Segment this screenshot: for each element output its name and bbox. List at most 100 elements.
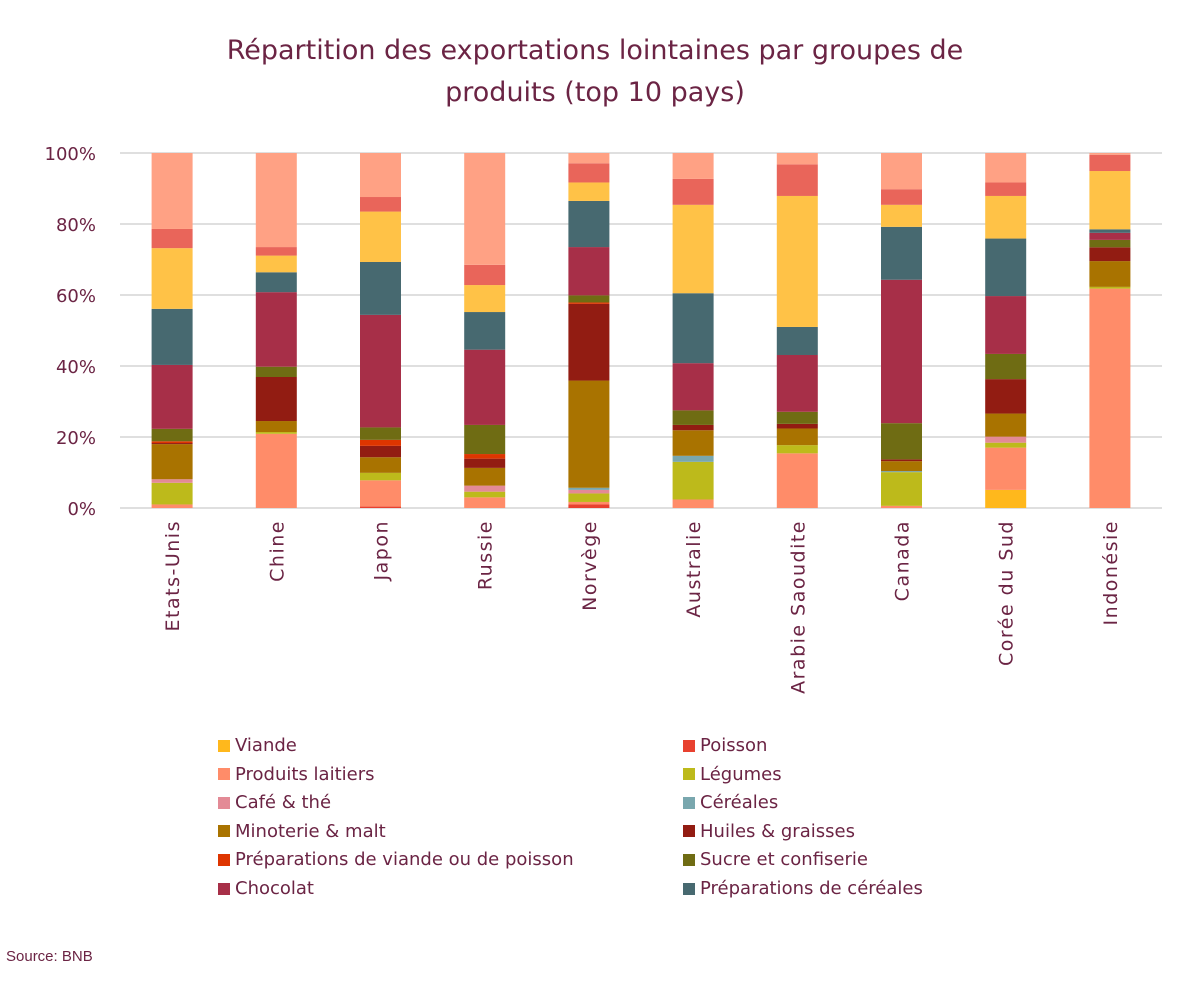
bar-segment <box>985 489 1027 508</box>
legend-swatch <box>218 739 230 752</box>
bar-segment <box>672 204 714 294</box>
bar-segment <box>360 439 401 446</box>
bar-segment <box>672 153 714 179</box>
bar-segment <box>151 482 193 505</box>
bar-segment <box>568 380 610 488</box>
legend-item: Sucre et confiserie <box>683 849 868 870</box>
bar-stack <box>776 153 818 508</box>
legend-label: Sucre et confiserie <box>700 849 868 871</box>
bar-segment <box>1089 286 1131 289</box>
x-tick-label: Arabie Saoudite <box>787 520 809 694</box>
bar-segment <box>255 255 297 273</box>
bar-segment <box>360 153 401 198</box>
bar-segment <box>151 443 193 445</box>
y-tick-label: 20% <box>56 428 96 449</box>
x-tick-label: Canada <box>892 520 914 601</box>
bar-segment <box>568 163 610 183</box>
bar-segment <box>776 411 818 424</box>
bar-stack <box>1089 153 1131 508</box>
bar-segment <box>672 363 714 411</box>
bar-segment <box>568 501 610 505</box>
bar-segment <box>985 195 1027 239</box>
x-tick-label: Norvège <box>579 520 601 611</box>
bar-segment <box>464 312 506 350</box>
stacked-bar-chart: 0% 20% 40% 60% 80% 100% Etats-Unis Chine Japon R… <box>45 144 1162 694</box>
bar-segment <box>151 504 193 508</box>
bar-segment <box>255 153 297 248</box>
bar-segment <box>255 421 297 433</box>
legend-item: Céréales <box>683 792 778 813</box>
x-tick-label: Indonésie <box>1100 520 1122 625</box>
bar-stack <box>568 153 610 508</box>
bar-segment <box>776 195 818 327</box>
y-tick-label: 80% <box>56 215 96 236</box>
legend-label: Café & thé <box>235 792 332 814</box>
bar-segment <box>776 428 818 446</box>
legend-swatch <box>218 825 230 838</box>
bar-segment <box>1089 239 1131 248</box>
bar-segment <box>151 479 193 483</box>
bar-segment <box>151 248 193 309</box>
bar-segment <box>1089 247 1131 262</box>
bar-segment <box>881 279 922 424</box>
bar-segment <box>881 423 922 460</box>
bar-segment <box>151 364 193 429</box>
bar-segment <box>672 430 714 456</box>
x-tick-label: Chine <box>266 520 288 582</box>
bar-segment <box>776 153 818 165</box>
legend-item: Chocolat <box>218 878 314 899</box>
bar-segment <box>985 436 1027 443</box>
bar-segment <box>985 182 1027 196</box>
legend-swatch <box>683 882 695 895</box>
x-tick-label: Corée du Sud <box>996 520 1018 666</box>
y-tick-label: 100% <box>45 144 96 165</box>
bar-segment <box>672 499 714 508</box>
x-tick-label: Australie <box>683 520 705 618</box>
bar-segment <box>672 461 714 500</box>
bar-segment <box>776 453 818 508</box>
legend-swatch <box>218 768 230 781</box>
legend-item: Minoterie & malt <box>218 821 386 842</box>
bar-segment <box>568 295 610 303</box>
legend-swatch <box>683 853 695 866</box>
bar-segment <box>255 272 297 293</box>
bar-segment <box>568 153 610 164</box>
bar-segment <box>151 153 193 229</box>
legend-swatch <box>218 796 230 809</box>
x-axis-labels: Etats-Unis Chine Japon Russie Norvège Austral… <box>162 520 1122 694</box>
bar-segment <box>568 247 610 296</box>
legend-swatch <box>683 739 695 752</box>
bar-segment <box>1089 288 1131 508</box>
bar-segment <box>464 264 506 286</box>
bar-segment <box>776 354 818 412</box>
bar-stack <box>151 153 193 508</box>
y-tick-label: 60% <box>56 286 96 307</box>
bar-segment <box>776 164 818 196</box>
bar-stack <box>881 153 922 508</box>
legend-item: Huiles & graisses <box>683 821 855 842</box>
legend-label: Minoterie & malt <box>235 820 386 842</box>
bar-segment <box>360 472 401 481</box>
legend-label: Légumes <box>700 763 782 785</box>
bar-segment <box>568 182 610 201</box>
bar-segment <box>151 308 193 365</box>
bar-segment <box>985 442 1027 448</box>
legend-swatch <box>218 853 230 866</box>
bar-segment <box>881 153 922 190</box>
legend-label: Préparations de viande ou de poisson <box>235 849 574 871</box>
bar-segment <box>776 423 818 429</box>
y-tick-label: 40% <box>56 357 96 378</box>
bar-segment <box>881 204 922 227</box>
legend-label: Viande <box>235 735 297 756</box>
bar-segment <box>568 303 610 381</box>
bar-segment <box>255 432 297 434</box>
source-note: Source: BNB <box>6 948 93 965</box>
bar-segment <box>985 353 1027 380</box>
bar-segment <box>568 489 610 494</box>
y-axis-ticks: 0% 20% 40% 60% 80% 100% <box>45 144 96 520</box>
bar-segment <box>1089 229 1131 233</box>
legend-item: Poisson <box>683 735 767 756</box>
bar-segment <box>985 238 1027 297</box>
bar-segment <box>568 302 610 304</box>
legend-label: Produits laitiers <box>235 763 375 785</box>
